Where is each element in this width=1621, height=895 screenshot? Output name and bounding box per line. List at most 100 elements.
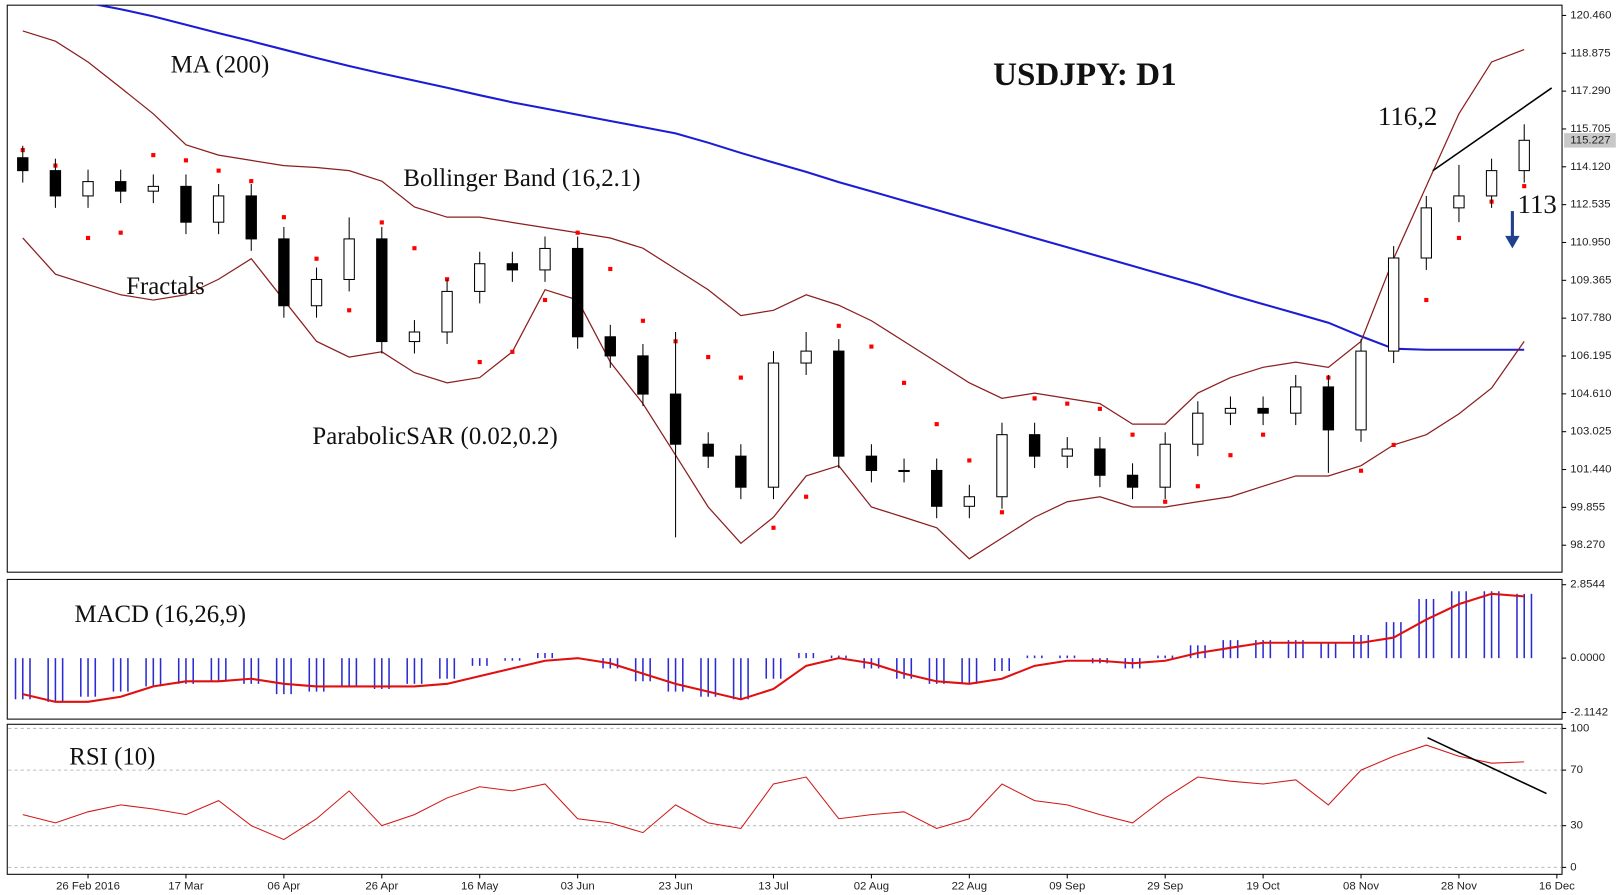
trend-line <box>1432 87 1553 172</box>
sar-dot <box>1522 184 1527 189</box>
sar-dot <box>314 256 319 261</box>
candle-body <box>865 455 878 471</box>
x-tick-label: 09 Sep <box>1049 881 1085 893</box>
sar-dot <box>1261 432 1266 437</box>
sar-dot <box>216 168 221 173</box>
candle-body <box>474 263 486 292</box>
x-tick-label: 26 Apr <box>365 881 398 893</box>
candle-body <box>49 170 62 197</box>
sar-dot <box>1097 406 1102 411</box>
sar-dot <box>542 297 548 303</box>
candle-body <box>1192 412 1204 445</box>
candle-body <box>604 336 616 357</box>
sar-dot <box>1163 499 1168 504</box>
candle-body <box>571 247 584 338</box>
bollinger-upper <box>22 30 1525 425</box>
annotation: 113 <box>1518 189 1557 219</box>
sar-dot <box>771 525 776 530</box>
sar-dot <box>804 494 809 499</box>
candle-body <box>114 181 127 192</box>
macd-signal <box>22 592 1525 703</box>
y-tick-label: 103.025 <box>1570 426 1611 438</box>
candle-body <box>376 238 388 343</box>
rsi-line <box>22 744 1525 841</box>
x-tick-label: 06 Apr <box>267 881 300 893</box>
y-tick-label: 104.610 <box>1570 388 1611 400</box>
y-tick-label: 0.0000 <box>1570 652 1605 664</box>
y-tick-label: 112.535 <box>1570 199 1610 211</box>
x-tick-label: 02 Aug <box>854 881 889 893</box>
candle-body <box>1028 434 1041 457</box>
candle-body <box>1485 170 1498 197</box>
x-tick-label: 17 Mar <box>168 881 204 893</box>
layers: 26 Feb 2016 17 Mar 06 Apr 26 Apr 16 May 03 Ju… <box>8 5 1616 893</box>
price-tag-label: 115.227 <box>1570 134 1610 146</box>
x-tick-label: 28 Nov <box>1441 881 1477 893</box>
sar-dot <box>477 360 482 365</box>
candle-body <box>1355 350 1367 431</box>
sar-dot <box>510 349 515 354</box>
chart-title: USDJPY: D1 <box>993 57 1177 93</box>
candle-body <box>147 185 160 192</box>
sar-dot <box>1358 468 1364 473</box>
sar-dot <box>1456 235 1462 241</box>
x-tick-label: 29 Sep <box>1147 881 1183 893</box>
ma-label: MA (200) <box>171 51 270 78</box>
sar-dot <box>869 344 874 349</box>
sar-dot <box>249 179 254 184</box>
candle-body <box>1322 386 1335 431</box>
arrow-head <box>1505 235 1520 249</box>
sar-dot <box>967 458 972 463</box>
candle-body <box>1387 257 1400 352</box>
annotation: 116,2 <box>1378 101 1437 131</box>
rsi-panel <box>6 723 1563 875</box>
sar-dot <box>1065 401 1070 406</box>
x-tick-label: 08 Nov <box>1343 881 1379 893</box>
y-tick-label: 114.120 <box>1570 161 1610 173</box>
y-tick-label: 100 <box>1570 722 1589 734</box>
candle-body <box>1126 474 1139 488</box>
candle-body <box>1159 443 1171 488</box>
sar-dot <box>85 235 91 241</box>
y-tick-label: -2.1142 <box>1570 707 1608 719</box>
y-tick-label: 70 <box>1570 764 1583 776</box>
y-tick-label: 120.460 <box>1570 9 1611 21</box>
main-panel <box>6 4 1563 573</box>
candle-body <box>506 263 519 271</box>
candle-body <box>82 181 94 197</box>
fractals-label: Fractals <box>126 273 205 300</box>
y-tick-label: 0 <box>1570 861 1576 873</box>
sar-dot <box>706 355 711 360</box>
candle-body <box>931 469 943 507</box>
candle-body <box>408 331 421 343</box>
sar-label: ParabolicSAR (0.02,0.2) <box>312 423 557 450</box>
rsi-title: RSI (10) <box>69 744 155 771</box>
bollinger-label: Bollinger Band (16,2.1) <box>403 165 640 192</box>
x-tick-label: 26 Feb 2016 <box>56 881 120 893</box>
candle-body <box>1290 386 1302 414</box>
candle-body <box>963 496 976 507</box>
sar-dot <box>118 230 123 235</box>
candle-body <box>800 350 812 364</box>
candle-body <box>1518 139 1530 172</box>
y-tick-label: 30 <box>1570 820 1583 832</box>
y-tick-label: 98.270 <box>1570 539 1605 551</box>
sar-dot <box>1424 297 1429 303</box>
candle-body <box>898 469 910 473</box>
sar-dot <box>934 422 939 427</box>
candle-body <box>1094 448 1106 476</box>
candle-body <box>669 393 682 445</box>
x-tick-label: 03 Jun <box>561 881 595 893</box>
sar-dot <box>836 323 841 328</box>
y-tick-label: 109.365 <box>1570 274 1611 286</box>
candle-body <box>637 355 649 395</box>
y-tick-label: 110.950 <box>1570 236 1610 248</box>
sar-dot <box>347 308 352 313</box>
sar-dot <box>640 318 645 323</box>
candle-body <box>343 238 355 281</box>
candle-body <box>1061 448 1073 457</box>
y-tick-label: 99.855 <box>1570 501 1605 513</box>
candle-body <box>441 290 453 333</box>
